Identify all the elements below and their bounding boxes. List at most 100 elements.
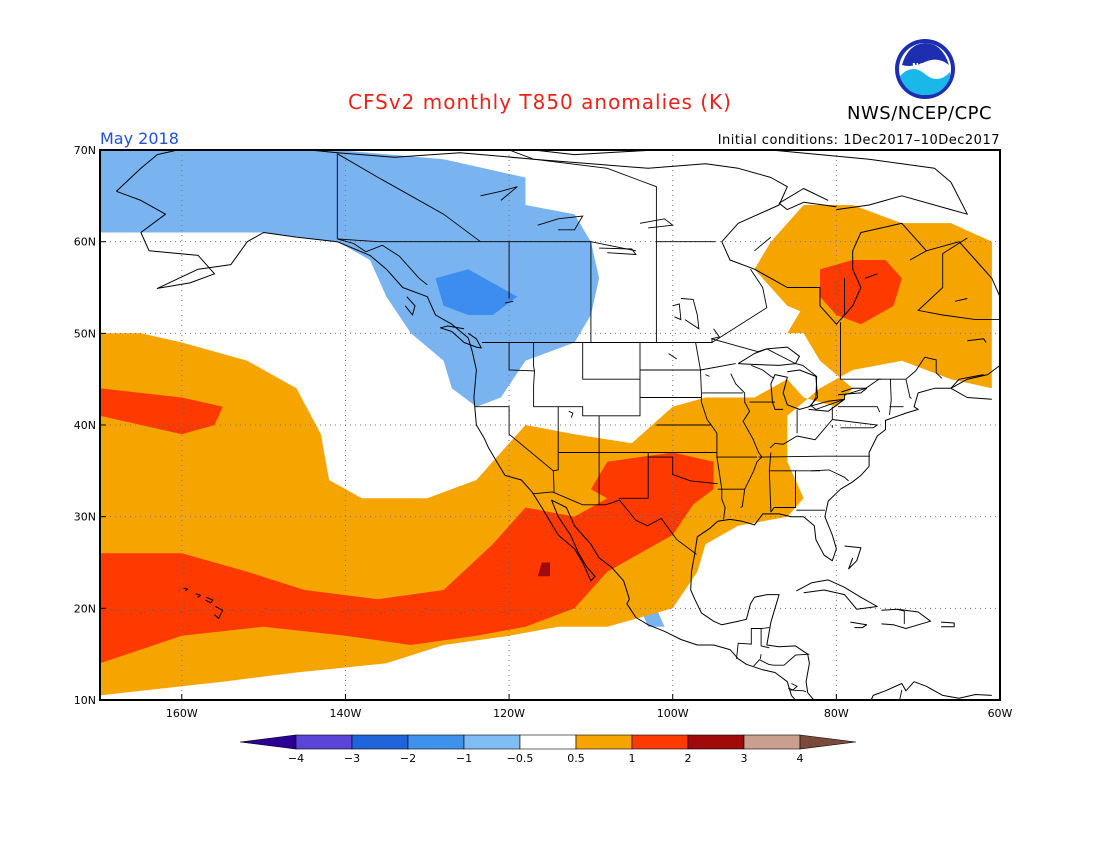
lon-label: 80W (824, 707, 849, 720)
coastlines (116, 132, 1060, 700)
lon-label: 140W (330, 707, 362, 720)
border-line (337, 238, 428, 286)
lat-label: 40N (74, 419, 96, 432)
forecast-period: May 2018 (100, 129, 179, 148)
lake-outline (680, 298, 700, 330)
coastline (404, 296, 416, 316)
border-line (533, 342, 535, 371)
lake-outline (568, 410, 574, 418)
lat-label: 50N (74, 327, 96, 340)
border-line (474, 406, 555, 492)
coastline (214, 606, 224, 619)
colorbar-tick-label: 4 (797, 752, 804, 765)
chart-title: CFSv2 monthly T850 anomalies (K) (348, 90, 732, 114)
colorbar-low-arrow (239, 734, 297, 750)
colorbar-swatch (351, 734, 409, 750)
coastline (554, 132, 574, 141)
border-line (582, 342, 640, 380)
coastline (205, 596, 214, 604)
border-line (730, 373, 763, 508)
lake-outline (787, 683, 798, 691)
lon-label: 160W (166, 707, 198, 720)
neg-anomaly-bc-core (435, 269, 518, 315)
lake-outline (705, 374, 710, 377)
colorbar-tick-label: −1 (456, 752, 472, 765)
lake-outline (754, 236, 772, 252)
border-line (532, 491, 697, 555)
border-line (770, 470, 796, 513)
colorbar-tick-label: −3 (344, 752, 360, 765)
colorbar-swatch (631, 734, 689, 750)
colorbar-swatch (575, 734, 633, 750)
lon-label: 60W (988, 707, 1013, 720)
axis-labels: 70N 60N 50N 40N 30N 20N 10N 160W 140W 120W 100W 80W… (74, 144, 1013, 720)
border-line (889, 379, 892, 415)
colorbar: −4 −3 −2 −1 −0.5 0.5 1 2 3 4 (239, 734, 857, 765)
border-line (773, 653, 810, 666)
border-line (758, 455, 870, 458)
coastline (1002, 320, 1060, 361)
coastline (796, 579, 878, 610)
coastline (778, 188, 837, 211)
border-line (854, 723, 860, 726)
border-line (905, 379, 912, 399)
pos-anomaly-eastern-pacific (100, 223, 992, 696)
lon-label: 120W (493, 707, 525, 720)
border-line (840, 278, 845, 320)
lake-outline (711, 328, 721, 340)
lake-outline (954, 298, 968, 302)
coastline (837, 387, 868, 396)
colorbar-swatch (295, 734, 353, 750)
noaa-logo: NOAA (895, 39, 955, 99)
colorbar-swatch (463, 734, 521, 750)
coastline (116, 190, 797, 700)
coastline (844, 545, 862, 570)
agency-label: NWS/NCEP/CPC (847, 103, 993, 124)
border-line (840, 322, 882, 380)
border-line (482, 338, 943, 410)
coastline (195, 593, 202, 598)
lat-label: 70N (74, 144, 96, 157)
coastline (870, 681, 992, 700)
border-line (618, 452, 649, 499)
colorbar-tick-label: −2 (400, 752, 416, 765)
border-line (810, 469, 849, 482)
border-line (508, 150, 657, 242)
border-line (760, 628, 770, 649)
lat-label: 30N (74, 511, 96, 524)
coastline (737, 346, 800, 366)
coastline (439, 325, 482, 349)
pos-anomaly-hudson-core (820, 260, 902, 325)
border-line (711, 268, 768, 343)
lat-label: 60N (74, 236, 96, 249)
coastline (850, 621, 868, 629)
border-line (759, 654, 762, 659)
border-line (753, 659, 774, 667)
lake-outline (599, 247, 637, 256)
coastline (941, 621, 955, 628)
border-line (751, 364, 775, 379)
lake-outline (480, 186, 518, 201)
coastline (183, 587, 188, 592)
colorbar-high-arrow (799, 734, 857, 750)
border-line (789, 689, 807, 693)
colorbar-tick-label: −4 (288, 752, 304, 765)
coastline (116, 150, 1000, 325)
border-line (812, 704, 813, 716)
coastline (770, 150, 968, 215)
colorbar-swatch (687, 734, 745, 750)
coastline (967, 338, 987, 343)
border-line (700, 363, 736, 371)
border-line (337, 238, 636, 252)
political-borders (336, 150, 1000, 726)
pos-anomaly-subtropical-core (100, 470, 698, 664)
colorbar-tick-label: −0.5 (507, 752, 534, 765)
lake-outline (537, 215, 584, 231)
initial-conditions: Initial conditions: 1Dec2017–10Dec2017 (717, 133, 1000, 148)
lat-label: 10N (74, 694, 96, 707)
pos-anomaly-northeast-pacific-core (100, 388, 223, 435)
coastline (950, 374, 992, 400)
lake-outline (864, 273, 878, 279)
colorbar-swatch (519, 734, 577, 750)
